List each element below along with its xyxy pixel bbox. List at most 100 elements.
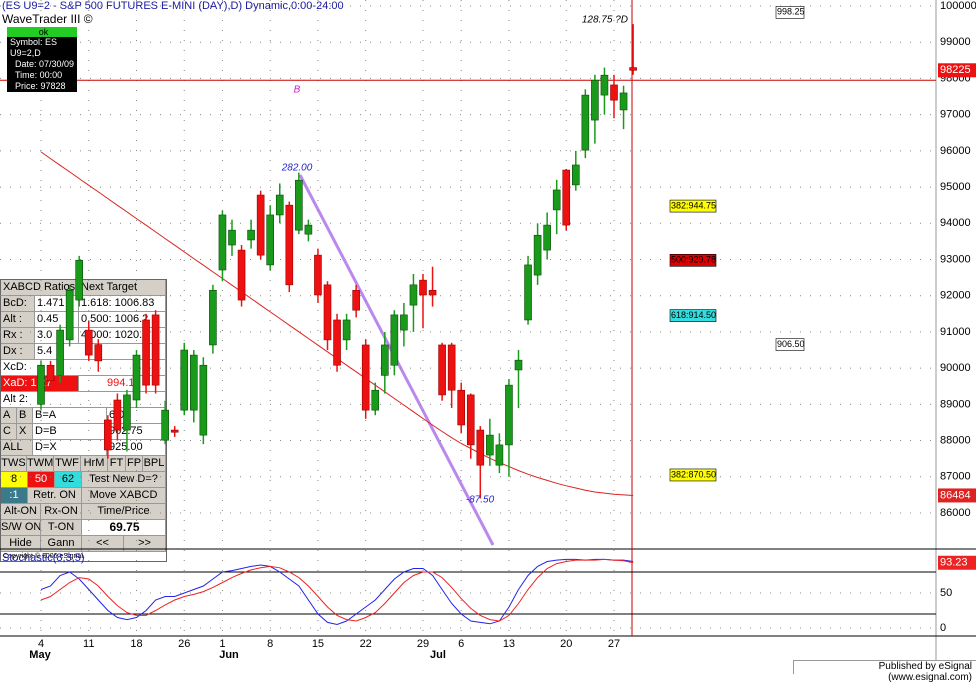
button[interactable]: >> (124, 536, 166, 551)
button[interactable]: 50 (28, 472, 55, 487)
candle-body (161, 409, 169, 441)
candle-body (209, 289, 217, 346)
x-tick-label: 20 (560, 638, 572, 650)
panel-row: XcD: (1, 360, 166, 376)
candle-body (629, 67, 637, 71)
candle-body (113, 399, 122, 431)
button[interactable]: S/W ON (1, 520, 41, 535)
button[interactable]: BPL (143, 456, 166, 471)
panel-row: Rx :3.0 4.000: 1020.7 (1, 328, 166, 344)
x-tick-label: 13 (503, 638, 515, 650)
month-label: Jul (430, 649, 446, 661)
month-label: Jun (219, 649, 239, 661)
cell: B (17, 408, 33, 423)
candle-body (218, 214, 227, 271)
button[interactable]: FT (108, 456, 126, 471)
button[interactable]: Hide (1, 536, 41, 551)
level-box (669, 199, 717, 213)
button[interactable]: Gann (41, 536, 82, 551)
panel-row: C X D=B 962.75 (1, 424, 166, 440)
last-price-box (938, 63, 976, 78)
level-label: 906.50 (777, 339, 805, 349)
cell: BcD: (1, 296, 35, 311)
x-tick-label: 27 (608, 638, 620, 650)
candle-body (65, 289, 74, 341)
last-value-box (938, 488, 976, 503)
candle-body (323, 284, 332, 341)
candle-body (314, 254, 322, 296)
candle-body (142, 319, 150, 386)
cell: 925.00 (107, 440, 166, 455)
y-tick-label: 100000 (940, 0, 976, 12)
candle-body (94, 344, 103, 362)
candle-body (46, 364, 55, 382)
candle-body (390, 314, 399, 366)
button[interactable]: Rx-ON (41, 504, 82, 519)
candle-body (466, 394, 475, 446)
cell: Alt : (1, 312, 35, 327)
button[interactable]: 8 (1, 472, 28, 487)
level-box (775, 338, 805, 351)
panel-row: XABCD Ratios Next Target (1, 280, 166, 296)
candle-body (352, 289, 360, 311)
x-tick-label: 4 (38, 638, 44, 650)
cell: Rx : (1, 328, 35, 343)
button[interactable]: Alt-ON (1, 504, 41, 519)
month-label: May (29, 649, 51, 661)
candle-body (447, 344, 456, 391)
date: Date: 07/30/09 (15, 59, 75, 69)
candle-body (285, 204, 294, 286)
button[interactable]: T-ON (41, 520, 82, 535)
candle-body (295, 179, 303, 231)
button[interactable]: TWM (27, 456, 54, 471)
button[interactable]: Test New D=? (82, 472, 166, 487)
x-tick-label: 26 (178, 638, 190, 650)
candle-body (256, 194, 265, 256)
annotation: 282.00 (281, 163, 313, 174)
y-tick-label: 99000 (940, 36, 971, 48)
x-tick-label: 29 (417, 638, 429, 650)
info-box: ok Symbol: ES U9=2,D Date: 07/30/09 Time… (7, 27, 77, 92)
button[interactable]: Time/Price (82, 504, 166, 519)
candle-body (37, 364, 45, 405)
y-tick-label: 50 (940, 587, 952, 599)
cell: 994.1 (79, 376, 166, 391)
y-tick-label: 91000 (940, 326, 971, 338)
y-tick-label: 86000 (940, 507, 971, 519)
candle-body (371, 389, 380, 411)
button[interactable]: :1 (1, 488, 28, 503)
button[interactable]: Move XABCD (82, 488, 166, 503)
candle-body (610, 84, 618, 101)
level-box (669, 468, 717, 482)
cell: Alt 2: (1, 392, 166, 407)
candle-body (438, 344, 446, 396)
y-tick-label: 92000 (940, 290, 971, 302)
button[interactable]: TWS (1, 456, 27, 471)
x-tick-label: 18 (130, 638, 142, 650)
candle-body (237, 249, 246, 301)
candle-body (514, 359, 523, 371)
candle-body (333, 319, 341, 366)
button[interactable]: TWF (54, 456, 81, 471)
cell: 5.4 (35, 344, 166, 359)
candle-body (104, 419, 112, 451)
control-row: :1 Retr. ON Move XABCD (1, 488, 166, 504)
button[interactable]: << (82, 536, 124, 551)
value-display: 69.75 (82, 520, 166, 535)
button[interactable]: Retr. ON (28, 488, 82, 503)
level-box (669, 309, 717, 322)
candle-body (199, 364, 208, 436)
candle-body (533, 234, 542, 276)
button[interactable]: 62 (55, 472, 82, 487)
candle-body (581, 94, 590, 151)
candle-body (457, 389, 466, 426)
candle-body (361, 344, 370, 411)
button[interactable]: FP (126, 456, 143, 471)
candle-body (180, 349, 189, 411)
control-row: Hide Gann << >> (1, 536, 166, 552)
candle-body (228, 229, 236, 246)
candle-body (123, 394, 131, 431)
indicator-line (40, 558, 634, 622)
candle-body (380, 344, 389, 376)
